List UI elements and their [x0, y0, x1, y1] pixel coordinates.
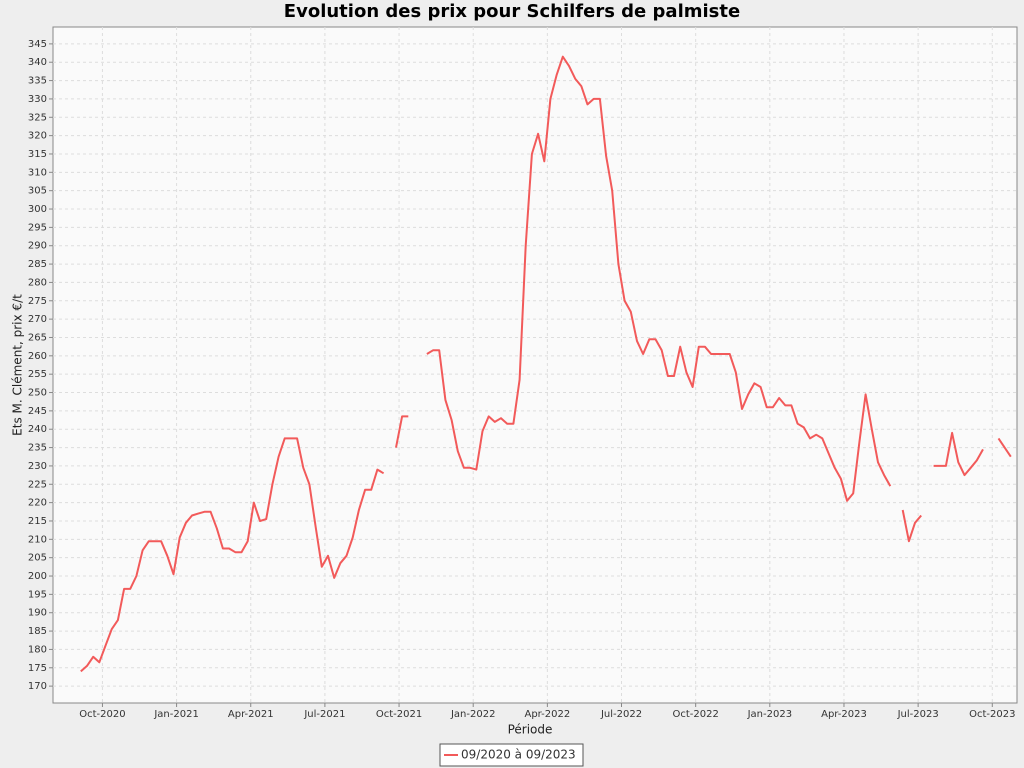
y-tick-label: 185	[28, 626, 47, 637]
y-tick-label: 175	[28, 663, 47, 674]
y-tick-label: 330	[28, 94, 47, 105]
y-tick-label: 300	[28, 204, 47, 215]
y-tick-label: 210	[28, 534, 47, 545]
y-tick-label: 265	[28, 332, 47, 343]
y-tick-label: 180	[28, 644, 47, 655]
price-line	[997, 437, 1012, 458]
x-tick-label: Jul-2021	[303, 709, 345, 720]
x-tick-label: Jan-2022	[450, 709, 495, 720]
y-tick-label: 320	[28, 131, 47, 142]
y-tick-label: 245	[28, 406, 47, 417]
y-axis-label: Ets M. Clément, prix €/t	[11, 294, 25, 436]
legend-label: 09/2020 à 09/2023	[461, 748, 576, 762]
y-tick-label: 200	[28, 571, 47, 582]
y-tick-label: 325	[28, 112, 47, 123]
y-tick-label: 195	[28, 589, 47, 600]
x-tick-label: Apr-2022	[524, 709, 570, 720]
price-line	[80, 437, 385, 673]
y-tick-label: 225	[28, 479, 47, 490]
y-tick-label: 275	[28, 296, 47, 307]
x-tick-label: Oct-2022	[672, 709, 718, 720]
x-tick-label: Jul-2022	[600, 709, 642, 720]
y-tick-label: 205	[28, 553, 47, 564]
x-tick-label: Jan-2023	[747, 709, 792, 720]
y-tick-label: 340	[28, 57, 47, 68]
price-line	[933, 431, 984, 477]
y-tick-label: 170	[28, 681, 47, 692]
y-tick-label: 260	[28, 351, 47, 362]
y-tick-label: 235	[28, 443, 47, 454]
y-tick-label: 250	[28, 388, 47, 399]
x-tick-label: Oct-2021	[376, 709, 422, 720]
x-tick-label: Oct-2023	[969, 709, 1015, 720]
x-tick-label: Jan-2021	[153, 709, 198, 720]
y-tick-label: 315	[28, 149, 47, 160]
y-tick-label: 285	[28, 259, 47, 270]
legend	[439, 743, 584, 767]
y-tick-label: 345	[28, 39, 47, 50]
y-tick-label: 240	[28, 424, 47, 435]
x-tick-label: Oct-2020	[79, 709, 125, 720]
x-tick-label: Apr-2023	[821, 709, 867, 720]
x-tick-label: Apr-2021	[228, 709, 274, 720]
y-tick-label: 305	[28, 186, 47, 197]
y-tick-label: 295	[28, 222, 47, 233]
y-tick-label: 270	[28, 314, 47, 325]
y-tick-label: 215	[28, 516, 47, 527]
x-axis-label: Période	[508, 723, 553, 737]
y-tick-label: 290	[28, 241, 47, 252]
price-line	[426, 55, 892, 502]
y-tick-label: 335	[28, 76, 47, 87]
y-tick-label: 190	[28, 608, 47, 619]
price-line	[395, 415, 409, 448]
x-tick-label: Jul-2023	[897, 709, 939, 720]
y-tick-label: 220	[28, 498, 47, 509]
y-tick-label: 255	[28, 369, 47, 380]
plot-area	[52, 26, 1018, 704]
chart-title: Evolution des prix pour Schilfers de pal…	[284, 1, 740, 22]
y-tick-label: 230	[28, 461, 47, 472]
y-tick-label: 280	[28, 277, 47, 288]
price-line	[901, 509, 922, 543]
y-tick-label: 310	[28, 167, 47, 178]
